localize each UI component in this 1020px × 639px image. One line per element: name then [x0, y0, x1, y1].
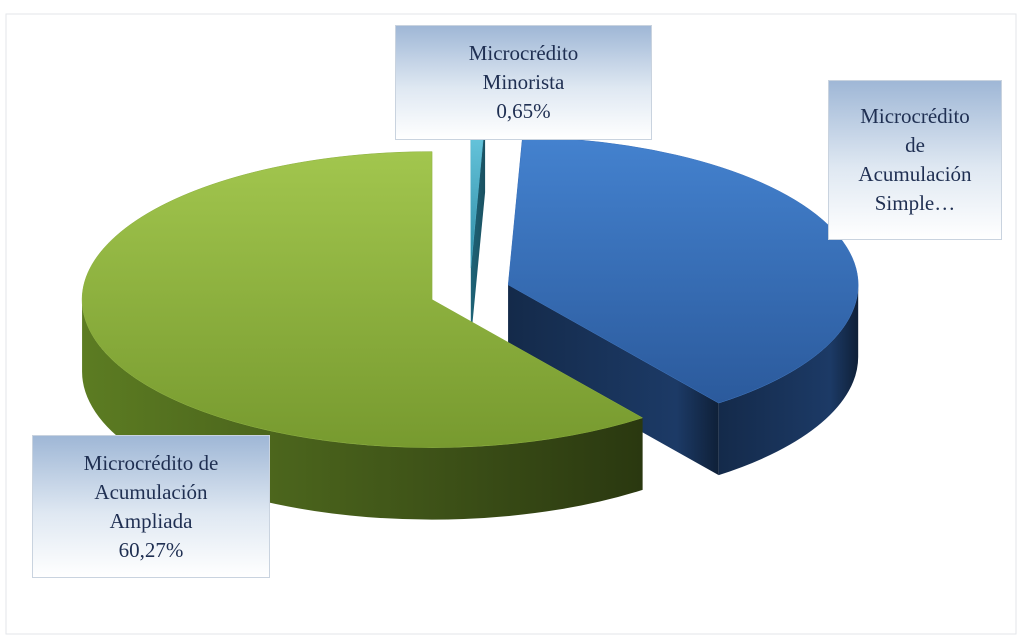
slice-side	[508, 284, 719, 476]
category-label: Microcrédito Minorista	[468, 41, 579, 94]
slice-side	[470, 120, 486, 341]
category-label: Microcrédito de Acumulación Simple…	[858, 104, 972, 215]
category-label: Microcrédito de Acumulación Ampliada	[83, 450, 219, 533]
slice-wall	[718, 284, 859, 476]
data-label: Microcrédito de Acumulación Ampliada 60,2…	[32, 435, 270, 578]
plot-border	[5, 13, 1017, 635]
label-text: Microcrédito Minorista 0,65%	[449, 39, 599, 126]
value-label: 60,27%	[118, 537, 184, 562]
value-label: 0,65%	[496, 99, 551, 123]
data-label: Microcrédito Minorista 0,65%	[395, 25, 652, 140]
label-text: Microcrédito de Acumulación Simple…	[850, 102, 980, 218]
slice	[507, 136, 859, 404]
data-label: Microcrédito de Acumulación Simple…	[828, 80, 1002, 240]
slice	[81, 151, 644, 448]
label-text: Microcrédito de Acumulación Ampliada 60,2…	[54, 449, 249, 565]
